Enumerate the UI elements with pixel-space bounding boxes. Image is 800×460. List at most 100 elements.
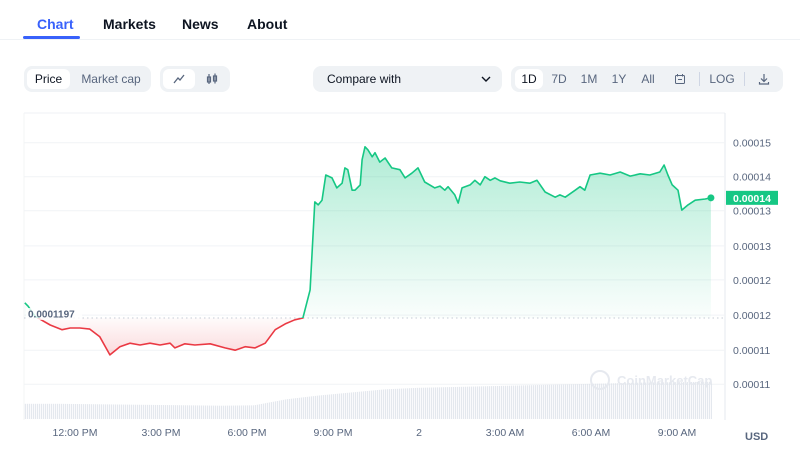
volume-bar — [694, 381, 696, 419]
market-cap-toggle[interactable]: Market cap — [81, 72, 141, 86]
volume-bar — [188, 405, 190, 419]
volume-bar — [210, 405, 212, 419]
volume-bar — [470, 386, 472, 419]
volume-bar — [642, 382, 644, 419]
volume-bar — [670, 382, 672, 419]
volume-bar — [524, 385, 526, 419]
line-chart-icon — [173, 74, 185, 84]
volume-bar — [408, 388, 410, 419]
y-tick-label: 0.00014 — [733, 172, 771, 184]
volume-bar — [104, 404, 106, 419]
volume-bar — [632, 382, 634, 419]
x-tick-label: 3:00 AM — [486, 427, 525, 439]
line-chart-button[interactable] — [163, 69, 195, 89]
volume-bar — [268, 402, 270, 419]
range-1d[interactable]: 1D — [515, 69, 543, 89]
volume-bar — [328, 394, 330, 419]
volume-bar — [402, 388, 404, 419]
volume-bar — [464, 386, 466, 419]
volume-bar — [356, 391, 358, 419]
volume-bar — [158, 404, 160, 419]
volume-bar — [382, 389, 384, 419]
time-range-toolbar: 1D 7D 1M 1Y All LOG — [511, 66, 783, 92]
volume-bar — [266, 402, 268, 419]
volume-bar — [138, 404, 140, 419]
volume-bar — [192, 405, 194, 419]
volume-bar — [64, 403, 66, 419]
volume-bar — [616, 383, 618, 419]
volume-bar — [70, 403, 72, 419]
tab-news[interactable]: News — [182, 16, 219, 32]
volume-bar — [128, 404, 130, 419]
volume-bar — [346, 392, 348, 419]
volume-bar — [78, 404, 80, 419]
volume-bar — [544, 384, 546, 419]
volume-bar — [704, 381, 706, 419]
price-toggle[interactable]: Price — [27, 69, 70, 89]
volume-bar — [100, 404, 102, 419]
range-1y[interactable]: 1Y — [611, 72, 627, 86]
tab-chart[interactable]: Chart — [37, 16, 74, 32]
volume-bar — [650, 382, 652, 419]
volume-bar — [414, 387, 416, 419]
candlestick-button[interactable] — [197, 69, 227, 89]
volume-bar — [124, 404, 126, 419]
volume-bar — [560, 384, 562, 419]
candlestick-icon — [206, 73, 218, 84]
volume-bar — [116, 404, 118, 419]
volume-bar — [214, 405, 216, 419]
volume-bar — [106, 404, 108, 419]
volume-bar — [658, 382, 660, 419]
volume-bar — [252, 405, 254, 419]
x-tick-label: 9:00 AM — [658, 427, 697, 439]
volume-bar — [580, 384, 582, 419]
volume-bar — [114, 404, 116, 419]
volume-bar — [652, 382, 654, 419]
volume-bar — [446, 387, 448, 419]
volume-bar — [588, 383, 590, 419]
volume-bar — [374, 390, 376, 419]
volume-bar — [480, 386, 482, 419]
last-price-dot — [707, 194, 715, 202]
volume-bar — [260, 403, 262, 419]
volume-bar — [112, 404, 114, 419]
tab-about[interactable]: About — [247, 16, 288, 32]
tab-markets[interactable]: Markets — [103, 16, 156, 32]
volume-bar — [332, 394, 334, 419]
volume-bar — [546, 384, 548, 419]
volume-bar — [242, 405, 244, 419]
volume-bar — [176, 405, 178, 419]
volume-bar — [628, 382, 630, 419]
range-1m[interactable]: 1M — [580, 72, 598, 86]
volume-bar — [636, 382, 638, 419]
volume-bar — [358, 391, 360, 419]
volume-bar — [32, 403, 34, 419]
compare-with-dropdown[interactable]: Compare with — [313, 66, 502, 92]
y-tick-label: 0.00012 — [733, 310, 771, 322]
volume-bar — [618, 383, 620, 419]
chevron-down-icon — [481, 76, 491, 82]
volume-bar — [378, 389, 380, 419]
range-7d[interactable]: 7D — [551, 72, 567, 86]
download-button[interactable] — [751, 69, 777, 89]
volume-bar — [96, 404, 98, 419]
volume-bar — [44, 403, 46, 419]
volume-bar — [674, 382, 676, 419]
volume-bar — [42, 403, 44, 419]
volume-bar — [622, 383, 624, 419]
volume-bar — [542, 384, 544, 419]
volume-bar — [246, 405, 248, 419]
volume-bar — [150, 404, 152, 419]
log-scale-toggle[interactable]: LOG — [709, 72, 735, 86]
volume-bar — [142, 404, 144, 419]
volume-bar — [360, 391, 362, 419]
range-all[interactable]: All — [641, 72, 655, 86]
volume-bar — [604, 383, 606, 419]
volume-bar — [710, 381, 712, 419]
volume-bar — [168, 405, 170, 419]
volume-bar — [684, 382, 686, 419]
calendar-button[interactable] — [668, 69, 692, 89]
volume-bar — [454, 386, 456, 419]
volume-bar — [532, 385, 534, 419]
